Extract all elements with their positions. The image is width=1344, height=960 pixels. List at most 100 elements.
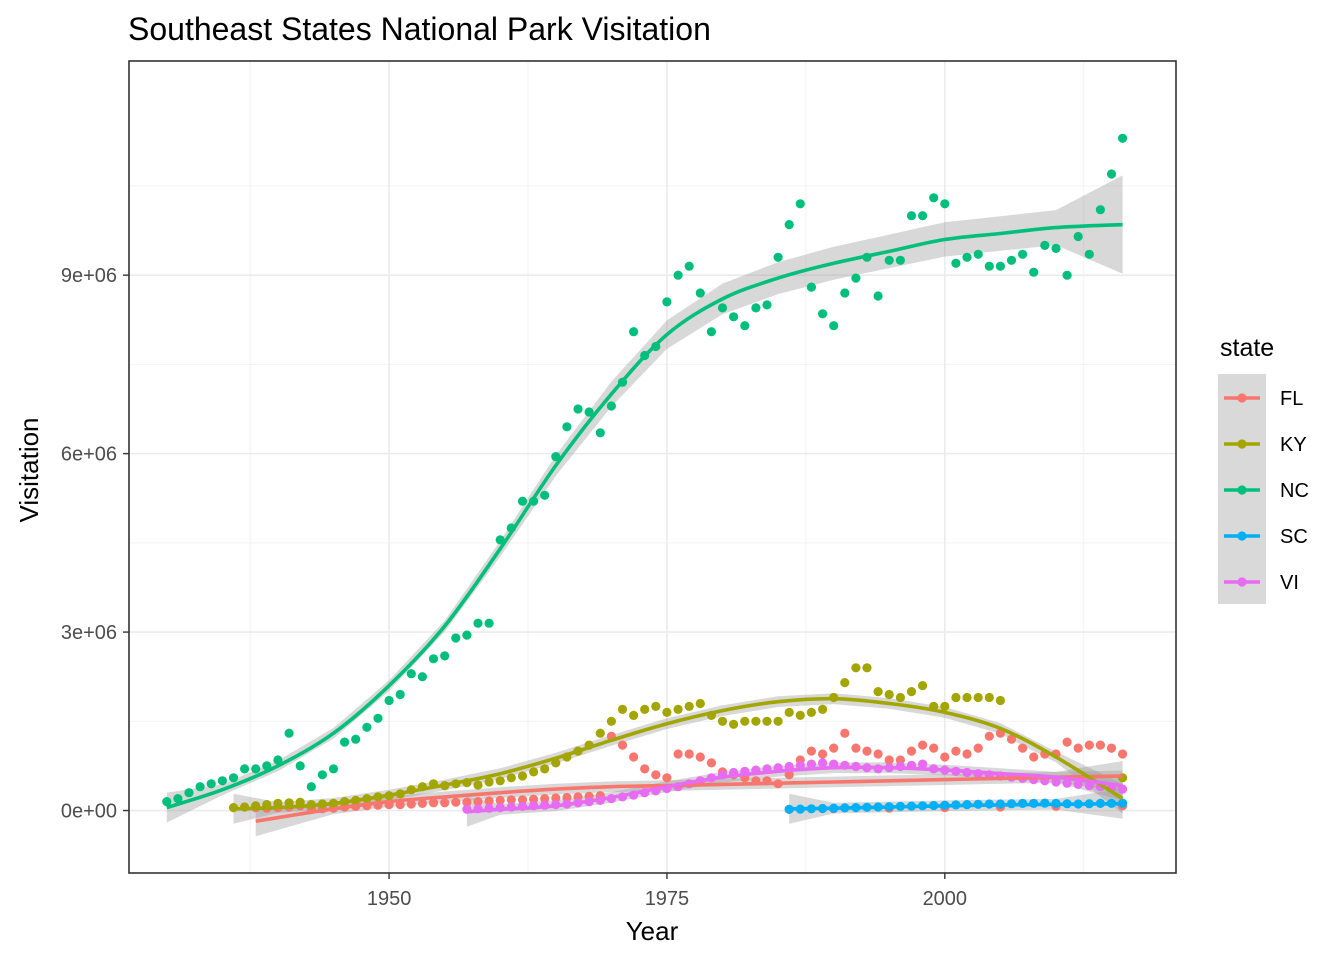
point-vi — [1051, 777, 1061, 787]
point-nc — [195, 782, 205, 792]
legend-key-point — [1237, 393, 1247, 403]
smooth-line-sc — [789, 801, 1123, 811]
point-nc — [273, 755, 283, 765]
point-nc — [551, 452, 561, 462]
point-fl — [695, 752, 705, 762]
point-ky — [473, 780, 483, 790]
point-ky — [818, 704, 828, 715]
point-ky — [751, 716, 761, 726]
point-nc — [929, 193, 939, 203]
point-ky — [773, 716, 783, 726]
point-ky — [517, 771, 528, 781]
point-nc — [984, 261, 994, 271]
point-nc — [884, 255, 894, 265]
point-fl — [895, 755, 906, 765]
point-nc — [262, 761, 272, 771]
point-nc — [806, 282, 817, 292]
point-nc — [351, 734, 361, 744]
point-nc — [818, 309, 828, 319]
legend-item-nc: NC — [1224, 480, 1309, 502]
point-nc — [717, 303, 728, 313]
point-fl — [829, 743, 839, 753]
point-fl — [1118, 749, 1128, 759]
point-ky — [951, 692, 961, 703]
point-ky — [984, 692, 994, 703]
legend-key-point — [1237, 485, 1247, 495]
point-ky — [940, 701, 950, 712]
point-nc — [706, 327, 717, 337]
point-nc — [740, 321, 750, 331]
point-ky — [806, 707, 817, 718]
point-ky — [762, 716, 772, 726]
point-fl — [517, 795, 528, 805]
point-nc — [684, 261, 694, 271]
point-nc — [795, 199, 805, 209]
point-nc — [840, 288, 850, 298]
point-fl — [706, 758, 717, 768]
point-nc — [228, 773, 239, 783]
point-fl — [784, 770, 794, 780]
point-fl — [1006, 734, 1017, 744]
point-ky — [495, 776, 505, 786]
y-tick-label: 3e+06 — [61, 622, 117, 644]
point-fl — [818, 749, 828, 759]
smooth-lines — [166, 222, 1124, 823]
x-tick-label: 1975 — [645, 888, 690, 910]
x-axis: 1950 1975 2000 — [367, 873, 967, 910]
point-nc — [317, 770, 327, 780]
point-fl — [973, 743, 983, 753]
point-nc — [484, 618, 494, 628]
point-ky — [862, 663, 872, 673]
point-ky — [651, 701, 661, 712]
point-nc — [895, 255, 906, 265]
point-nc — [284, 728, 294, 738]
point-nc — [629, 327, 639, 337]
point-nc — [1040, 240, 1050, 250]
legend-label: SC — [1280, 526, 1308, 548]
y-axis-title: Visitation — [14, 417, 44, 522]
point-ky — [640, 704, 650, 715]
point-nc — [440, 651, 450, 661]
point-ky — [617, 704, 628, 715]
plot-border — [128, 60, 1177, 874]
point-fl — [673, 749, 683, 759]
point-vi — [918, 759, 928, 769]
point-ky — [873, 687, 883, 697]
point-nc — [328, 764, 339, 774]
point-fl — [884, 755, 894, 765]
point-vi — [806, 759, 817, 769]
legend-label: VI — [1280, 572, 1299, 594]
point-fl — [962, 749, 972, 759]
legend-key-point — [1237, 531, 1247, 541]
point-ky — [884, 689, 894, 700]
legend-item-vi: VI — [1224, 572, 1299, 594]
point-nc — [184, 788, 194, 798]
point-fl — [562, 792, 572, 803]
smooth-line-vi — [466, 765, 1123, 814]
point-nc — [584, 407, 594, 417]
point-nc — [940, 199, 950, 209]
point-nc — [673, 270, 683, 280]
point-nc — [495, 535, 505, 545]
point-fl — [529, 794, 539, 804]
point-nc — [1006, 255, 1017, 265]
point-nc — [428, 654, 439, 664]
point-nc — [1118, 133, 1128, 143]
y-tick-label: 6e+06 — [61, 444, 117, 466]
point-fl — [551, 793, 561, 803]
point-fl — [862, 746, 872, 756]
point-fl — [1084, 740, 1094, 750]
confidence-band-nc — [166, 175, 1123, 823]
point-nc — [517, 496, 528, 506]
x-tick-label: 2000 — [923, 888, 968, 910]
point-nc — [829, 321, 839, 331]
point-nc — [1018, 249, 1028, 259]
point-nc — [1095, 205, 1105, 215]
point-ky — [717, 716, 728, 726]
point-nc — [784, 220, 794, 230]
point-ky — [540, 764, 550, 774]
point-fl — [484, 796, 494, 806]
legend-item-sc: SC — [1224, 526, 1308, 548]
point-fl — [951, 746, 961, 756]
